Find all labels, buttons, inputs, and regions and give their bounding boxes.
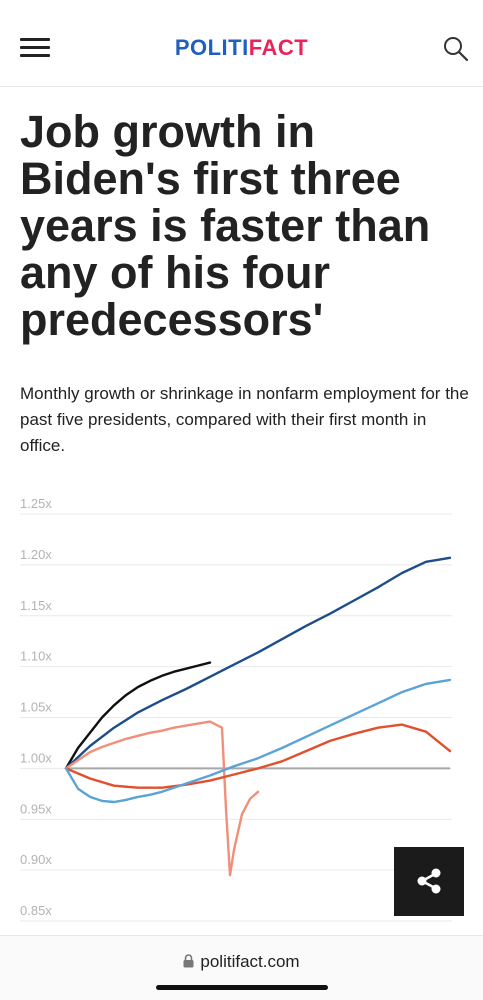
y-tick-label: 1.00x: [20, 750, 52, 765]
hamburger-menu-icon[interactable]: [20, 38, 50, 60]
url-text: politifact.com: [200, 952, 300, 971]
menu-bar: [20, 38, 50, 41]
series-line-4: [64, 723, 452, 789]
lock-icon: [183, 953, 194, 973]
y-tick-label: 1.10x: [20, 649, 52, 664]
y-tick-label: 1.20x: [20, 547, 52, 562]
y-tick-label: 1.25x: [20, 496, 52, 511]
share-button[interactable]: [394, 847, 464, 916]
site-logo[interactable]: POLITIFACT: [0, 35, 483, 61]
series-line-1: [64, 661, 212, 770]
share-icon: [417, 868, 441, 894]
y-tick-label: 1.15x: [20, 598, 52, 613]
url-display[interactable]: politifact.com: [0, 952, 483, 973]
logo-part-fact: FACT: [248, 35, 309, 60]
logo-part-politi: POLITI: [174, 35, 249, 60]
y-tick-label: 0.85x: [20, 903, 52, 918]
home-indicator: [156, 985, 328, 990]
job-growth-line-chart: 1.25x 1.20x 1.15x 1.10x 1.05x 1.00x 0.95x 0.90x…: [20, 496, 452, 922]
menu-bar: [20, 46, 50, 49]
y-tick-label: 1.05x: [20, 700, 52, 715]
search-icon[interactable]: [442, 35, 470, 63]
browser-url-bar[interactable]: politifact.com: [0, 935, 483, 1000]
site-header: POLITIFACT: [0, 0, 483, 87]
y-tick-label: 0.90x: [20, 852, 52, 867]
series-line-5: [64, 678, 452, 804]
series-line-2: [64, 556, 452, 770]
menu-bar: [20, 54, 50, 57]
article-headline: Job growth in Biden's first three years …: [20, 106, 431, 345]
chart-subtitle: Monthly growth or shrinkage in nonfarm e…: [20, 384, 469, 455]
y-tick-label: 0.95x: [20, 801, 52, 816]
series-line-3: [64, 720, 260, 877]
